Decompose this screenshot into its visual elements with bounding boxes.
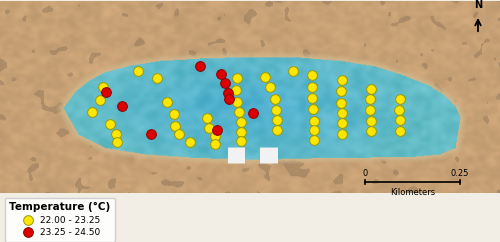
Text: 0: 0: [362, 169, 368, 178]
Text: N: N: [474, 0, 482, 10]
Text: 0.25: 0.25: [451, 169, 469, 178]
Legend: 22.00 - 23.25, 23.25 - 24.50: 22.00 - 23.25, 23.25 - 24.50: [4, 198, 115, 242]
Text: Kilometers: Kilometers: [390, 188, 435, 197]
